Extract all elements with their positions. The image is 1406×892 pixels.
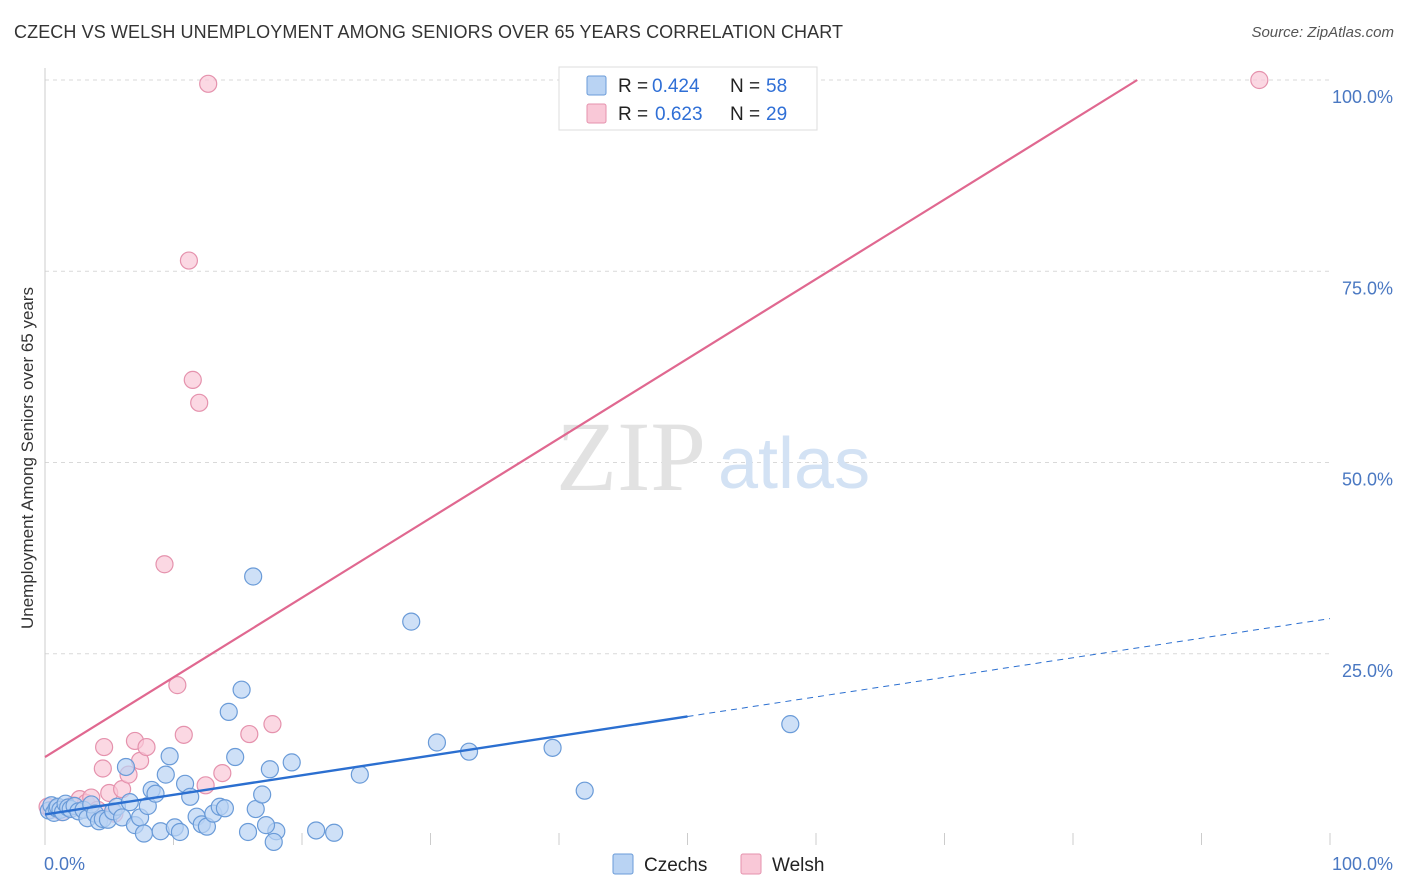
czechs-point [575,781,594,800]
czechs-point [264,832,283,852]
welsh-point [137,737,156,757]
welsh-point [93,759,112,778]
czechs-points [39,567,800,852]
welsh-point [95,737,114,757]
legend-welsh-r-value: 0.623 [655,104,703,125]
legend-stats: R = 0.424 N = 58 R = 0.623 N = 29 [558,66,818,131]
y-tick-label-50: 50.0% [1342,470,1393,490]
czechs-point [781,715,800,734]
legend-welsh-swatch [586,103,607,124]
czechs-point [215,799,234,818]
source-label: Source: ZipAtlas.com [1251,24,1394,41]
welsh-point [1250,70,1269,90]
legend-czechs-n-value: 58 [766,76,787,97]
czechs-point [256,816,276,835]
y-tick-label-25: 25.0% [1342,661,1393,681]
czechs-point [219,702,238,721]
czechs-point [134,824,154,843]
welsh-point [168,676,187,695]
legend-welsh-n-value: 29 [766,104,787,125]
czechs-trend-line [44,715,688,816]
legend-welsh-name: Welsh [772,855,824,876]
welsh-trend-line [44,79,1138,758]
czechs-point [543,738,562,757]
czechs-point [232,680,251,699]
watermark-atlas: atlas [718,424,870,504]
welsh-point [174,725,193,744]
welsh-point [179,251,199,270]
legend-czechs-n-label: N = [730,76,760,97]
czechs-point [325,823,344,842]
legend-series: Czechs Welsh [612,853,824,876]
welsh-point [155,555,174,574]
czechs-point [282,753,301,772]
welsh-point [240,724,259,744]
welsh-point [199,74,218,93]
czechs-point [160,747,179,766]
welsh-point [190,393,209,412]
czechs-point [402,612,421,631]
legend-czechs-swatch [586,75,607,96]
legend-welsh-n-label: N = [730,104,760,125]
czechs-point [244,567,263,586]
czechs-point [156,765,175,784]
x-tick-label-left: 0.0% [44,854,85,874]
legend-welsh-r-label: R = [618,104,648,125]
czechs-point [170,822,190,842]
czechs-point [253,785,272,804]
czechs-point [307,821,326,840]
watermark-zip: ZIP [556,401,706,512]
grid-lines [45,79,1330,655]
czechs-point [146,784,165,803]
legend-czechs-name: Czechs [644,855,707,876]
czechs-point [427,733,447,752]
y-tick-label-100: 100.0% [1332,87,1393,107]
y-tick-labels: 25.0% 50.0% 75.0% 100.0% [1332,87,1393,681]
czechs-trend-line-extension [687,618,1331,717]
legend-czechs-r-label: R = [618,76,648,97]
czechs-point [238,822,258,842]
trend-lines [44,79,1331,816]
legend-czechs-marker [612,853,634,875]
welsh-point [263,715,282,734]
legend-czechs-r-value: 0.424 [652,76,700,97]
x-tick-label-right: 100.0% [1332,854,1393,874]
y-axis-label: Unemployment Among Seniors over 65 years [18,287,37,629]
czechs-point [116,757,136,777]
welsh-point [183,370,202,389]
czechs-point [226,747,245,767]
chart-title: CZECH VS WELSH UNEMPLOYMENT AMONG SENIOR… [14,22,844,42]
czechs-point [260,760,279,779]
y-tick-label-75: 75.0% [1342,278,1393,298]
welsh-point [213,763,232,783]
legend-welsh-marker [740,853,762,875]
axes [44,68,1331,845]
czechs-point [350,765,369,784]
